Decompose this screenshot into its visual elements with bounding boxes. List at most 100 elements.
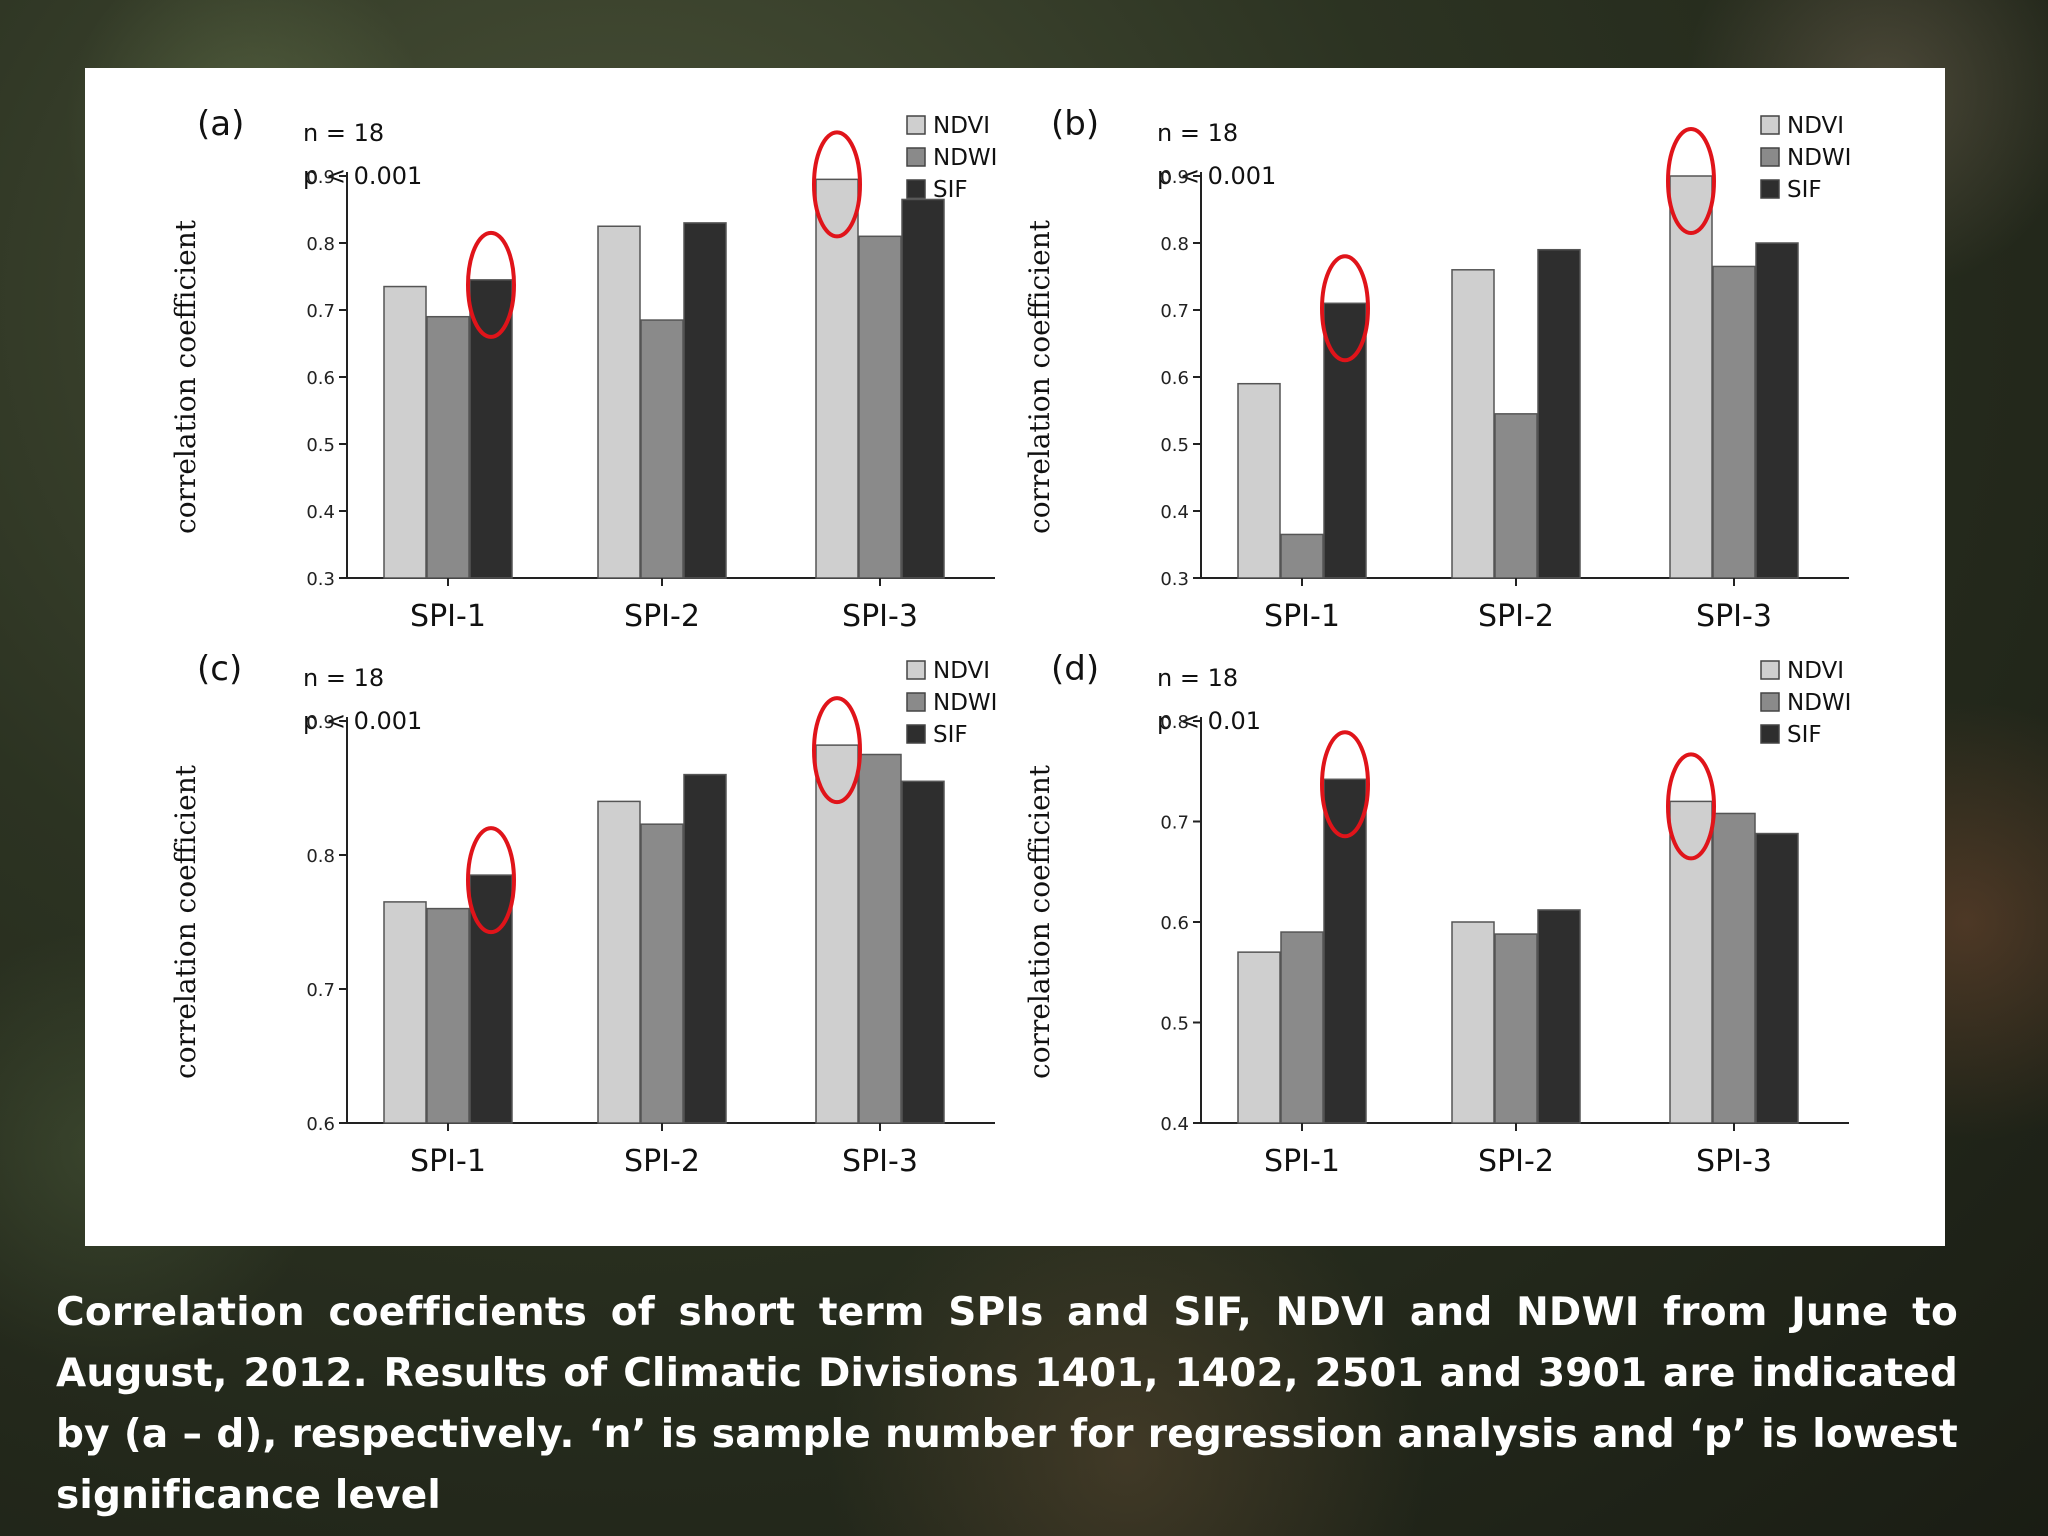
x-tick-label: SPI-3 xyxy=(1696,1144,1772,1179)
chart-panel-c: (c) n = 18 p < 0.001 correlation coefficien… xyxy=(169,649,997,1179)
bar-ndvi-spi-3 xyxy=(1669,175,1713,579)
highlight-circle xyxy=(812,130,862,239)
y-tick-label: 0.6 xyxy=(1160,913,1189,934)
legend-swatch-sif xyxy=(1760,179,1780,199)
x-tick-label: SPI-2 xyxy=(624,1144,700,1179)
bar-ndvi-spi-2 xyxy=(597,800,641,1124)
legend-label-ndwi: NDWI xyxy=(1787,145,1851,171)
y-tick-label: 0.6 xyxy=(306,1114,335,1135)
chart-panel-b: (b) n = 18 p < 0.001 correlation coefficien… xyxy=(1023,104,1851,634)
bar-ndwi-spi-1 xyxy=(426,315,470,579)
bar-ndwi-spi-3 xyxy=(858,235,902,579)
bar-ndvi-spi-2 xyxy=(1451,921,1495,1124)
legend-swatch-ndvi xyxy=(906,115,926,135)
bar-ndvi-spi-2 xyxy=(597,225,641,579)
panel-label: (d) xyxy=(1051,649,1099,689)
legend-label-ndwi: NDWI xyxy=(933,690,997,716)
y-tick-label: 0.6 xyxy=(306,368,335,389)
bar-ndwi-spi-1 xyxy=(1280,931,1324,1124)
x-tick-label: SPI-2 xyxy=(1478,1144,1554,1179)
y-tick-label: 0.9 xyxy=(1160,167,1189,188)
bar-ndvi-spi-1 xyxy=(383,901,427,1124)
significance-label: p < 0.01 xyxy=(1157,707,1261,735)
chart-panel-d: (d) n = 18 p < 0.01 correlation coefficient… xyxy=(1023,649,1851,1179)
bar-sif-spi-2 xyxy=(1537,248,1581,579)
y-tick-label: 0.5 xyxy=(306,435,335,456)
significance-label: p < 0.001 xyxy=(303,707,422,735)
bar-ndvi-spi-1 xyxy=(1237,951,1281,1124)
y-tick-label: 0.7 xyxy=(1160,301,1189,322)
x-tick-label: SPI-1 xyxy=(410,1144,486,1179)
y-tick-label: 0.6 xyxy=(1160,368,1189,389)
y-tick-label: 0.4 xyxy=(1160,1114,1189,1135)
bar-sif-spi-2 xyxy=(683,773,727,1124)
x-tick-label: SPI-3 xyxy=(842,1144,918,1179)
highlight-circle xyxy=(1320,730,1370,839)
highlight-circle xyxy=(1666,752,1716,861)
significance-label: p < 0.001 xyxy=(303,162,422,190)
bar-ndwi-spi-3 xyxy=(858,753,902,1124)
legend-swatch-ndwi xyxy=(906,692,926,712)
panel-label: (b) xyxy=(1051,104,1099,144)
highlight-circle xyxy=(1666,127,1716,235)
y-tick-label: 0.9 xyxy=(306,167,335,188)
legend-label-ndvi: NDVI xyxy=(933,658,990,684)
bar-sif-spi-3 xyxy=(901,780,945,1124)
x-tick-label: SPI-1 xyxy=(1264,599,1340,634)
bar-sif-spi-1 xyxy=(1323,778,1367,1124)
bar-ndvi-spi-1 xyxy=(1237,382,1281,579)
y-axis-label: correlation coefficient xyxy=(1023,764,1056,1079)
bar-sif-spi-1 xyxy=(469,874,513,1124)
y-tick-label: 0.8 xyxy=(1160,712,1189,733)
legend-swatch-ndvi xyxy=(1760,115,1780,135)
sample-number-label: n = 18 xyxy=(1157,119,1238,147)
legend-label-ndvi: NDVI xyxy=(933,113,990,139)
y-tick-label: 0.7 xyxy=(306,980,335,1001)
legend-swatch-sif xyxy=(1760,724,1780,744)
legend-label-sif: SIF xyxy=(1787,722,1822,748)
legend-label-sif: SIF xyxy=(933,722,968,748)
bar-ndwi-spi-3 xyxy=(1712,812,1756,1124)
x-tick-label: SPI-2 xyxy=(624,599,700,634)
y-tick-label: 0.4 xyxy=(1160,502,1189,523)
bar-sif-spi-2 xyxy=(1537,909,1581,1124)
y-tick-label: 0.7 xyxy=(1160,813,1189,834)
highlight-circle xyxy=(812,696,862,805)
correlation-charts: (a) n = 18 p < 0.001 correlation coefficien… xyxy=(169,104,1851,1179)
legend-swatch-sif xyxy=(906,179,926,199)
y-axis-label: correlation coefficient xyxy=(169,219,202,534)
sample-number-label: n = 18 xyxy=(303,664,384,692)
sample-number-label: n = 18 xyxy=(303,119,384,147)
sample-number-label: n = 18 xyxy=(1157,664,1238,692)
legend-swatch-sif xyxy=(906,724,926,744)
legend-swatch-ndwi xyxy=(1760,692,1780,712)
y-tick-label: 0.4 xyxy=(306,502,335,523)
legend-label-ndwi: NDWI xyxy=(1787,690,1851,716)
bar-sif-spi-3 xyxy=(901,198,945,579)
y-axis-label: correlation coefficient xyxy=(169,764,202,1079)
bar-ndwi-spi-2 xyxy=(1494,933,1538,1124)
bar-ndvi-spi-3 xyxy=(1669,800,1713,1124)
y-tick-label: 0.8 xyxy=(306,234,335,255)
legend-label-ndvi: NDVI xyxy=(1787,113,1844,139)
legend-label-ndvi: NDVI xyxy=(1787,658,1844,684)
significance-label: p < 0.001 xyxy=(1157,162,1276,190)
bar-ndwi-spi-1 xyxy=(1280,533,1324,579)
figure-panel: (a) n = 18 p < 0.001 correlation coefficien… xyxy=(85,68,1945,1246)
y-tick-label: 0.5 xyxy=(1160,1014,1189,1035)
panel-label: (a) xyxy=(197,104,244,144)
y-axis-label: correlation coefficient xyxy=(1023,219,1056,534)
y-tick-label: 0.3 xyxy=(1160,569,1189,590)
bar-ndwi-spi-2 xyxy=(640,319,684,579)
x-tick-label: SPI-3 xyxy=(1696,599,1772,634)
x-tick-label: SPI-1 xyxy=(410,599,486,634)
bar-ndwi-spi-1 xyxy=(426,907,470,1124)
bar-ndwi-spi-3 xyxy=(1712,265,1756,579)
y-tick-label: 0.8 xyxy=(1160,234,1189,255)
bar-ndvi-spi-3 xyxy=(815,178,859,579)
bar-ndvi-spi-3 xyxy=(815,744,859,1124)
y-tick-label: 0.7 xyxy=(306,301,335,322)
y-tick-label: 0.3 xyxy=(306,569,335,590)
bar-ndvi-spi-2 xyxy=(1451,269,1495,579)
legend-swatch-ndvi xyxy=(1760,660,1780,680)
